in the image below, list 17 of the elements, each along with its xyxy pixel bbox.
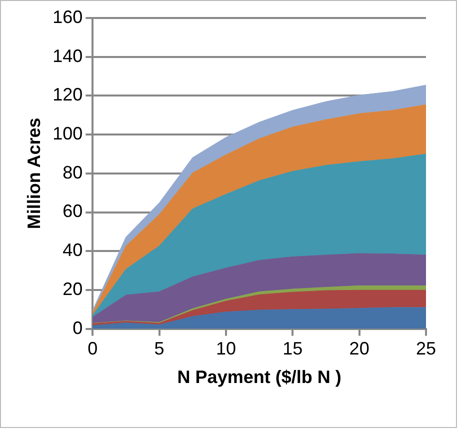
y-tick-label: 80 — [62, 162, 83, 182]
x-tick-label: 0 — [88, 338, 98, 359]
x-tick-label: 15 — [282, 338, 303, 359]
x-tick-label: 25 — [416, 338, 436, 359]
y-tick-label: 20 — [62, 278, 83, 299]
y-tick-label: 140 — [52, 46, 83, 66]
y-tick-label: 160 — [52, 6, 83, 27]
y-tick-label: 40 — [62, 240, 83, 260]
y-tick-label: 100 — [52, 124, 83, 144]
y-tick-label: 60 — [62, 201, 83, 222]
x-tick-label: 20 — [349, 338, 370, 359]
y-tick-label: 120 — [52, 84, 83, 105]
x-axis-title: N Payment ($/lb N ) — [177, 367, 342, 388]
x-tick-label: 5 — [154, 338, 164, 359]
y-axis-title: Million Acres — [24, 118, 44, 230]
y-tick-label: 0 — [72, 318, 83, 338]
x-tick-label: 10 — [216, 338, 236, 359]
